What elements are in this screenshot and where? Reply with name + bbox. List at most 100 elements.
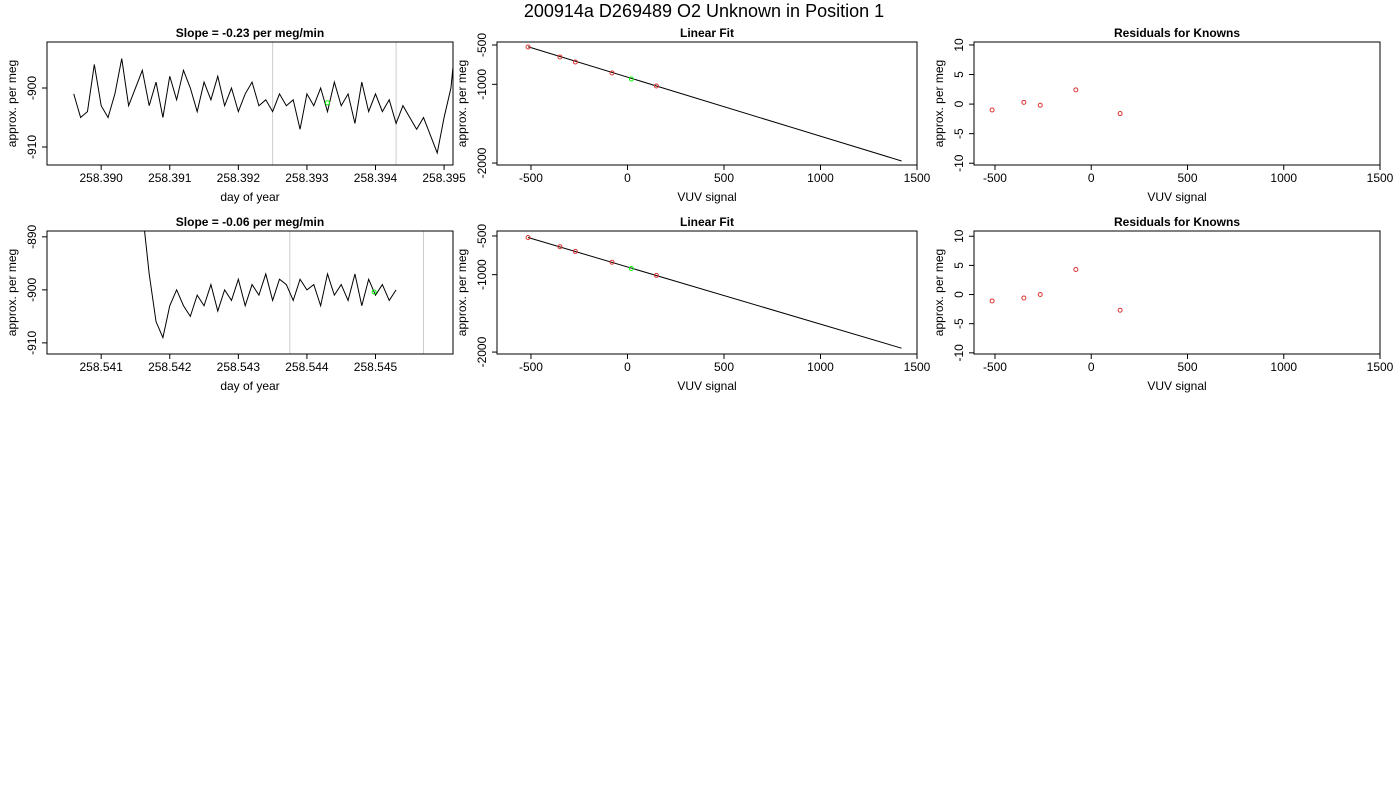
x-tick-label: 1000 [1270, 171, 1297, 185]
data-point [525, 235, 531, 241]
plot-frame [496, 41, 918, 166]
y-axis-label: approx. per meg [932, 60, 946, 147]
data-point [557, 54, 563, 60]
x-tick-label: 1500 [904, 360, 931, 374]
x-axis-label: VUV signal [1147, 379, 1206, 393]
y-tick-label: -2000 [475, 336, 489, 367]
y-tick-label: -10 [952, 344, 966, 362]
x-tick-label: -500 [519, 171, 543, 185]
y-tick-label: -5 [952, 318, 966, 329]
y-tick-label: 0 [952, 100, 966, 107]
y-tick-label: -5 [952, 128, 966, 139]
plot-frame [973, 41, 1381, 166]
y-tick-label: 10 [952, 229, 966, 243]
x-tick-label: 1500 [904, 171, 931, 185]
panel-title: Linear Fit [680, 26, 734, 40]
data-point [1037, 292, 1043, 298]
x-tick-label: 258.392 [217, 171, 261, 185]
plot-area [525, 44, 902, 162]
panel: Residuals for Knowns VUV signal approx. pe… [932, 215, 1393, 393]
plot-area [73, 42, 453, 165]
data-point [989, 298, 995, 304]
y-axis-label: approx. per meg [932, 249, 946, 336]
x-tick-label: 258.541 [79, 360, 123, 374]
x-tick-label: -500 [983, 171, 1007, 185]
y-tick-label: 5 [952, 71, 966, 78]
panel-title: Slope = -0.06 per meg/min [176, 215, 324, 229]
y-tick-label: -910 [25, 331, 39, 355]
x-tick-label: 0 [1088, 360, 1095, 374]
series-line [527, 46, 902, 162]
panel: Slope = -0.06 per meg/min day of year appr… [5, 215, 454, 393]
series-line [73, 58, 453, 155]
y-tick-label: -1000 [475, 69, 489, 100]
y-axis-label: approx. per meg [5, 249, 19, 336]
data-point [1117, 111, 1123, 117]
data-point [609, 259, 615, 265]
data-point [1037, 102, 1043, 108]
x-tick-label: 258.542 [148, 360, 192, 374]
y-tick-label: -900 [25, 76, 39, 100]
x-axis-label: day of year [220, 190, 279, 204]
x-tick-label: 258.543 [217, 360, 261, 374]
panel: Linear Fit VUV signal approx. per meg -500 0… [455, 215, 930, 393]
x-tick-label: 1500 [1367, 171, 1394, 185]
y-tick-label: -910 [25, 135, 39, 159]
x-tick-label: 258.544 [285, 360, 329, 374]
panel-title: Slope = -0.23 per meg/min [176, 26, 324, 40]
y-tick-label: -900 [25, 278, 39, 302]
y-tick-label: -1000 [475, 259, 489, 290]
x-tick-label: 0 [1088, 171, 1095, 185]
plot-area [989, 87, 1123, 117]
x-tick-label: 258.390 [79, 171, 123, 185]
x-tick-label: 1000 [807, 360, 834, 374]
plot-frame [496, 230, 918, 355]
data-point [653, 272, 659, 278]
data-point [525, 44, 531, 50]
x-axis-label: VUV signal [1147, 190, 1206, 204]
y-axis-label: approx. per meg [455, 249, 469, 336]
data-point [989, 107, 995, 113]
plot-frame [46, 41, 454, 166]
data-point [628, 265, 634, 271]
x-tick-label: 1000 [1270, 360, 1297, 374]
plot-area [989, 266, 1123, 313]
series-line [144, 231, 397, 340]
x-tick-label: 1500 [1367, 360, 1394, 374]
data-point [572, 248, 578, 254]
x-axis-label: day of year [220, 379, 279, 393]
y-tick-label: 5 [952, 262, 966, 269]
x-tick-label: 500 [1177, 360, 1197, 374]
x-axis-label: VUV signal [677, 379, 736, 393]
panel-title: Residuals for Knowns [1114, 215, 1240, 229]
x-tick-label: -500 [983, 360, 1007, 374]
x-tick-label: -500 [519, 360, 543, 374]
x-tick-label: 258.394 [354, 171, 398, 185]
x-tick-label: 500 [714, 171, 734, 185]
x-tick-label: 258.395 [422, 171, 466, 185]
data-point [557, 244, 563, 250]
y-tick-label: 10 [952, 38, 966, 52]
data-point [371, 289, 377, 295]
panel: Linear Fit VUV signal approx. per meg -500 0… [455, 26, 930, 204]
data-point [1021, 295, 1027, 301]
x-tick-label: 258.393 [285, 171, 329, 185]
panel: Slope = -0.23 per meg/min day of year appr… [5, 26, 466, 204]
page-title: 200914a D269489 O2 Unknown in Position 1 [524, 1, 884, 21]
data-point [1117, 307, 1123, 313]
plot-frame [46, 230, 454, 355]
data-point [324, 100, 330, 106]
x-tick-label: 258.545 [354, 360, 398, 374]
data-point [609, 70, 615, 76]
x-tick-label: 1000 [807, 171, 834, 185]
series-line [527, 237, 902, 349]
plot-area [144, 231, 425, 354]
data-point [628, 76, 634, 82]
x-tick-label: 258.391 [148, 171, 192, 185]
y-tick-label: -2000 [475, 147, 489, 178]
panel: Residuals for Knowns VUV signal approx. pe… [932, 26, 1393, 204]
x-tick-label: 500 [714, 360, 734, 374]
panel-title: Residuals for Knowns [1114, 26, 1240, 40]
